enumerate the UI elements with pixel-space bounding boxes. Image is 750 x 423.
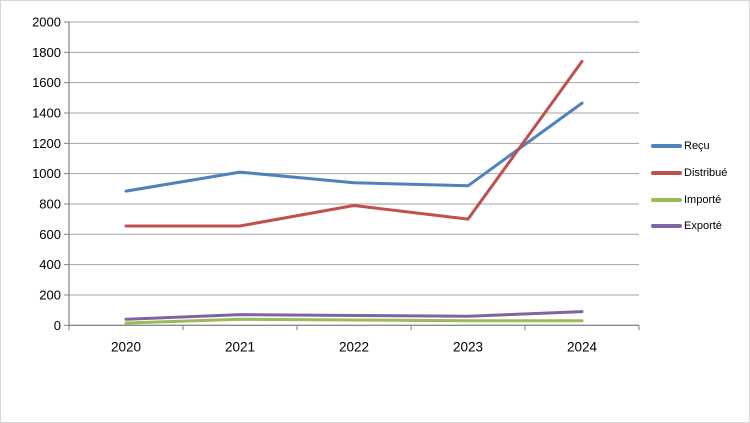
- y-tick-label: 0: [54, 318, 61, 333]
- legend-item-exporte: Exporté: [651, 213, 749, 240]
- legend-line-swatch: [651, 224, 682, 229]
- legend-item-distribue: Distribué: [651, 160, 749, 187]
- legend-line-swatch: [651, 197, 682, 202]
- series-line-exporte: [124, 310, 584, 321]
- x-axis-label: 2021: [225, 339, 255, 354]
- x-axis-label: 2024: [567, 339, 598, 354]
- y-tick-label: 200: [39, 287, 61, 302]
- legend-line-swatch: [651, 171, 682, 176]
- x-axis-label: 2020: [111, 339, 141, 354]
- series-line-distribue: [124, 59, 584, 228]
- y-tick-label: 1200: [32, 136, 61, 151]
- y-tick-label: 2000: [32, 15, 61, 30]
- chart-legend: Reçu Distribué Importé Exporté: [651, 133, 749, 240]
- series-line-recu: [124, 101, 584, 193]
- y-tick-label: 1400: [32, 105, 61, 120]
- legend-line-swatch: [651, 144, 682, 149]
- y-tick-label: 1600: [32, 75, 61, 90]
- legend-label: Importé: [684, 193, 722, 206]
- series-line-importe: [124, 317, 584, 325]
- legend-item-recu: Reçu: [651, 133, 749, 160]
- legend-item-importe: Importé: [651, 186, 749, 213]
- legend-label: Distribué: [684, 167, 728, 180]
- legend-label: Exporté: [684, 220, 722, 233]
- y-tick-label: 800: [39, 196, 61, 211]
- y-tick-label: 1800: [32, 45, 61, 60]
- y-tick-label: 600: [39, 227, 61, 242]
- y-tick-label: 1000: [32, 166, 61, 181]
- legend-label: Reçu: [684, 140, 710, 153]
- x-axis-label: 2022: [339, 339, 369, 354]
- y-tick-label: 400: [39, 257, 61, 272]
- x-axis-label: 2023: [453, 339, 483, 354]
